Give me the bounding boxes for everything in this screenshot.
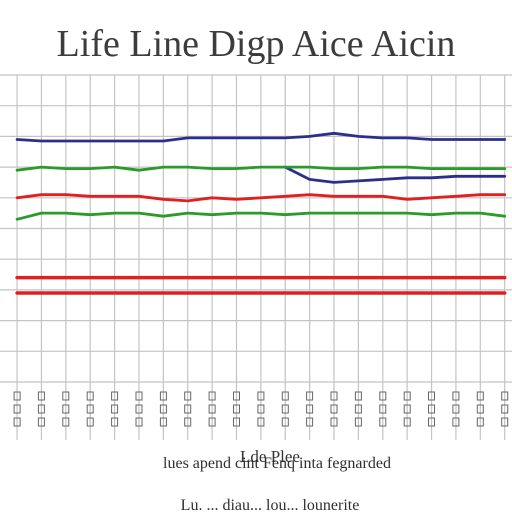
x-tick-mark [62, 404, 70, 414]
x-tick-mark [208, 417, 216, 427]
x-tick-mark [354, 404, 362, 414]
x-tick-mark [86, 404, 94, 414]
x-tick-mark [501, 391, 509, 401]
x-tick-mark [403, 417, 411, 427]
x-tick-mark [233, 404, 240, 414]
x-tick-mark [403, 404, 411, 414]
series-line-1 [15, 131, 507, 143]
x-tick-mark [330, 404, 338, 414]
x-tick-mark [501, 404, 509, 414]
x-tick-mark [281, 404, 289, 414]
x-tick-mark [86, 417, 94, 427]
x-tick-mark [111, 404, 119, 414]
x-tick-mark [428, 404, 435, 414]
x-tick-mark [452, 417, 460, 427]
x-tick-mark [452, 404, 460, 414]
legend-line-1-visible: lues apend cint Fenq inta fegnarded [163, 455, 391, 472]
x-tick-mark [37, 417, 45, 427]
x-tick-mark [159, 391, 167, 401]
x-tick-mark [184, 391, 192, 401]
series-line-3 [15, 165, 507, 172]
x-tick-mark [111, 391, 119, 401]
x-tick-mark [281, 391, 289, 401]
x-tick-mark [257, 391, 265, 401]
x-tick-mark [37, 391, 45, 401]
x-tick-mark [135, 391, 143, 401]
x-tick-mark [257, 404, 265, 414]
x-tick-mark [111, 417, 119, 427]
x-tick-mark [379, 404, 387, 414]
x-tick-mark [135, 417, 143, 427]
series-line-5 [15, 211, 507, 221]
x-tick-mark [159, 417, 167, 427]
x-tick-mark [306, 404, 314, 414]
x-tick-mark [330, 417, 338, 427]
x-tick-mark [452, 391, 460, 401]
x-tick-mark [37, 404, 45, 414]
x-axis-label: Lde Plee [240, 447, 300, 466]
x-tick-mark [13, 391, 21, 401]
x-tick-mark [330, 391, 338, 401]
x-tick-mark [379, 391, 387, 401]
x-tick-mark [86, 391, 94, 401]
x-tick-mark [13, 417, 21, 427]
x-tick-marks [13, 391, 509, 427]
x-tick-mark [379, 417, 387, 427]
x-tick-mark [62, 391, 70, 401]
x-tick-mark [62, 417, 70, 427]
x-tick-mark [184, 404, 192, 414]
x-tick-mark [428, 391, 435, 401]
x-tick-mark [281, 417, 289, 427]
x-tick-mark [306, 417, 314, 427]
x-tick-mark [354, 417, 362, 427]
x-tick-mark [233, 391, 240, 401]
x-tick-mark [403, 391, 411, 401]
x-tick-mark [476, 417, 484, 427]
x-tick-mark [233, 417, 240, 427]
x-tick-mark [501, 417, 509, 427]
x-tick-mark [208, 391, 216, 401]
x-tick-mark [135, 404, 143, 414]
x-tick-mark [354, 391, 362, 401]
grid-lines [0, 74, 512, 440]
x-tick-mark [208, 404, 216, 414]
series-line-4 [15, 193, 507, 203]
x-tick-mark [428, 417, 435, 427]
x-tick-mark [476, 391, 484, 401]
x-tick-mark [306, 391, 314, 401]
series-lines [15, 131, 507, 295]
x-tick-mark [476, 404, 484, 414]
legend-line-2: Lu. ... diau... lou... lounerite [181, 497, 360, 512]
chart-title: Life Line Digp Aice Aicin [57, 23, 456, 65]
series-line-2 [283, 165, 507, 184]
x-tick-mark [257, 417, 265, 427]
x-tick-mark [184, 417, 192, 427]
x-tick-mark [159, 404, 167, 414]
x-tick-mark [13, 404, 21, 414]
